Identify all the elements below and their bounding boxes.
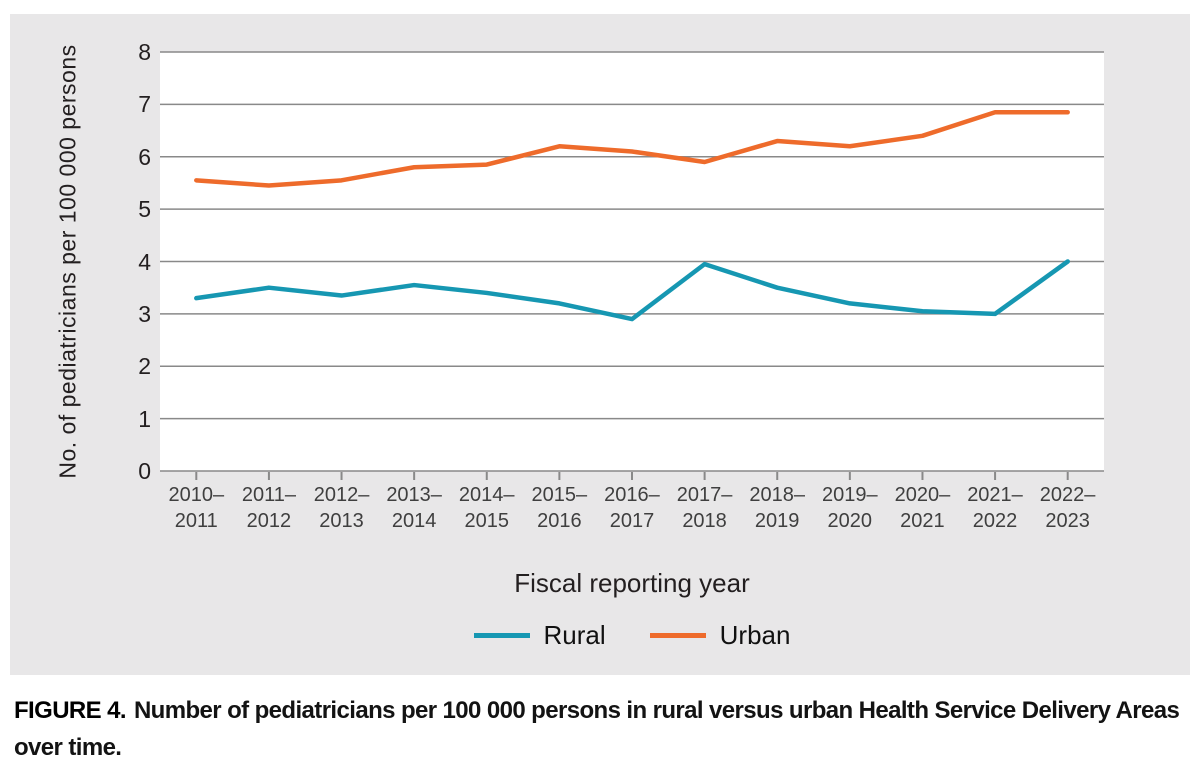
figure-caption: FIGURE 4. Number of pediatricians per 100… — [14, 692, 1192, 766]
x-tick-label: 2017– 2018 — [676, 484, 733, 532]
y-tick-label-6: 6 — [138, 143, 151, 170]
x-tick-label: 2016– 2017 — [604, 484, 660, 532]
figure-caption-text: Number of pediatricians per 100 000 pers… — [14, 697, 1180, 761]
x-tick-label: 2021– 2022 — [967, 484, 1023, 532]
x-tick-label: 2018– 2019 — [749, 484, 805, 532]
chart-panel: No. of pediatricians per 100 000 persons… — [10, 14, 1190, 675]
x-tick-label: 2012– 2013 — [313, 484, 370, 532]
y-tick-label-2: 2 — [138, 353, 151, 380]
legend-line-rural — [473, 633, 530, 638]
line-chart — [160, 51, 1104, 480]
x-tick-label: 2015– 2016 — [531, 484, 588, 532]
legend-label-urban: Urban — [719, 620, 791, 650]
legend-line-urban — [649, 633, 706, 638]
y-tick-label-0: 0 — [138, 458, 151, 484]
x-tick-label: 2022– 2023 — [1039, 484, 1096, 532]
legend: Rural Urban — [160, 620, 1104, 651]
y-tick-label-8: 8 — [138, 39, 151, 65]
x-tick-label: 2020– 2021 — [894, 484, 951, 532]
legend-label-rural: Rural — [543, 620, 606, 650]
x-axis-title: Fiscal reporting year — [514, 568, 750, 598]
legend-item-urban: Urban — [649, 620, 791, 651]
x-tick-label: 2013– 2014 — [386, 484, 442, 532]
y-tick-label-5: 5 — [138, 196, 151, 223]
figure-caption-label: FIGURE 4. — [14, 697, 127, 724]
x-tick-label: 2011– 2012 — [241, 484, 296, 532]
y-tick-label-4: 4 — [138, 248, 151, 275]
rural-line-series — [194, 259, 1070, 322]
x-tick-label: 2010– 2011 — [168, 484, 225, 532]
legend-item-rural: Rural — [473, 620, 606, 651]
y-tick-label-7: 7 — [138, 91, 151, 118]
plot-area — [160, 51, 1104, 480]
y-tick-label-1: 1 — [138, 405, 151, 432]
x-tick-label: 2014– 2015 — [458, 484, 515, 532]
x-axis-tick-labels: 2010– 2011 2011– 2012 2012– 2013 2013– 2014 2014… — [160, 482, 1104, 534]
y-tick-label-3: 3 — [138, 300, 151, 327]
urban-line-series — [194, 109, 1070, 188]
x-tick-label: 2019– 2020 — [821, 484, 878, 532]
